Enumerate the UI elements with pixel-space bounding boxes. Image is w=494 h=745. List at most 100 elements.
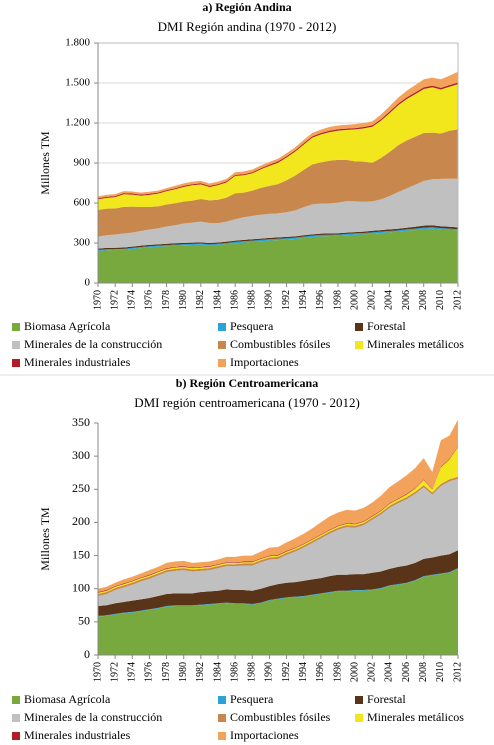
- x-tick-label: 1996: [315, 290, 326, 310]
- y-tick-label: 350: [72, 415, 90, 429]
- x-tick-label: 1982: [195, 662, 206, 682]
- y-tick-label: 0: [84, 647, 90, 661]
- y-tick-label: 0: [85, 277, 91, 289]
- legend-label: Importaciones: [230, 355, 299, 369]
- x-tick-label: 2000: [349, 290, 360, 310]
- x-tick-label: 1980: [178, 662, 189, 682]
- x-tick-label: 2002: [367, 290, 378, 310]
- legend-swatch: [218, 359, 226, 367]
- legend-label: Biomasa Agrícola: [24, 319, 111, 333]
- area: [98, 225, 458, 250]
- legend-label: Pesquera: [230, 692, 274, 706]
- y-tick-label: 200: [72, 514, 90, 528]
- y-tick-label: 900: [74, 157, 91, 169]
- area: [98, 84, 458, 210]
- x-tick-label: 2010: [435, 290, 446, 310]
- x-tick-label: 1970: [92, 662, 103, 682]
- legend-swatch: [12, 696, 20, 704]
- chart-title: DMI Región andina (1970 - 2012): [158, 19, 337, 34]
- x-tick-label: 1986: [229, 290, 240, 310]
- y-tick-label: 250: [72, 481, 90, 495]
- x-tick-label: 1992: [281, 290, 292, 310]
- area: [98, 568, 458, 655]
- x-tick-label: 1994: [298, 290, 309, 310]
- x-tick-label: 1988: [247, 662, 258, 682]
- legend-swatch: [355, 696, 363, 704]
- x-tick-label: 2004: [384, 662, 395, 682]
- x-tick-label: 2008: [418, 662, 429, 682]
- x-tick-label: 2004: [384, 290, 395, 310]
- legend-swatch: [218, 714, 226, 722]
- legend-label: Minerales de la construcción: [24, 337, 162, 351]
- legend-label: Biomasa Agrícola: [24, 692, 111, 706]
- y-tick-label: 300: [72, 448, 90, 462]
- y-axis-label: Millones TM: [38, 507, 52, 571]
- legend-swatch: [218, 323, 226, 331]
- x-tick-label: 1974: [127, 290, 138, 310]
- legend-label: Minerales industriales: [24, 355, 131, 369]
- legend-swatch: [355, 341, 363, 349]
- x-tick-label: 1990: [264, 290, 275, 310]
- legend-swatch: [218, 732, 226, 740]
- legend-swatch: [12, 359, 20, 367]
- x-tick-label: 1980: [178, 290, 189, 310]
- panel-caption: b) Región Centroamericana: [176, 376, 318, 390]
- y-tick-label: 300: [74, 237, 91, 249]
- panel-caption: a) Región Andina: [202, 0, 291, 14]
- y-tick-label: 150: [72, 547, 90, 561]
- legend-swatch: [355, 323, 363, 331]
- x-tick-label: 2012: [452, 290, 463, 310]
- legend-swatch: [218, 696, 226, 704]
- legend-label: Minerales metálicos: [367, 710, 464, 724]
- x-tick-label: 1998: [332, 662, 343, 682]
- x-tick-label: 2002: [367, 662, 378, 682]
- x-tick-label: 1972: [109, 662, 120, 682]
- legend-label: Combustibles fósiles: [230, 710, 331, 724]
- y-tick-label: 50: [78, 614, 90, 628]
- x-tick-label: 2012: [452, 662, 463, 682]
- legend-label: Combustibles fósiles: [230, 337, 331, 351]
- y-tick-label: 1.500: [65, 77, 90, 89]
- legend-label: Minerales de la construcción: [24, 710, 162, 724]
- area: [98, 476, 458, 597]
- x-tick-label: 1988: [247, 290, 258, 310]
- x-tick-label: 1976: [144, 662, 155, 682]
- x-tick-label: 1996: [315, 662, 326, 682]
- legend-label: Importaciones: [230, 728, 299, 742]
- y-tick-label: 1.200: [65, 117, 90, 129]
- x-tick-label: 2010: [435, 662, 446, 682]
- area: [98, 550, 458, 616]
- x-tick-label: 1982: [195, 290, 206, 310]
- legend-label: Forestal: [367, 692, 406, 706]
- legend-swatch: [12, 341, 20, 349]
- legend-swatch: [218, 341, 226, 349]
- x-tick-label: 1990: [264, 662, 275, 682]
- area: [98, 419, 458, 593]
- legend-label: Forestal: [367, 319, 406, 333]
- x-tick-label: 1974: [127, 662, 138, 682]
- area: [98, 129, 458, 237]
- legend-swatch: [355, 714, 363, 722]
- area: [98, 228, 458, 283]
- area: [98, 71, 458, 199]
- legend-label: Minerales metálicos: [367, 337, 464, 351]
- y-tick-label: 600: [74, 197, 91, 209]
- x-tick-label: 1984: [212, 290, 223, 310]
- legend-label: Pesquera: [230, 319, 274, 333]
- legend-swatch: [12, 732, 20, 740]
- x-tick-label: 1976: [144, 290, 155, 310]
- area: [98, 478, 458, 606]
- area: [98, 568, 458, 617]
- x-tick-label: 1978: [161, 290, 172, 310]
- x-tick-label: 1978: [161, 662, 172, 682]
- y-axis-label: Millones TM: [38, 131, 52, 195]
- x-tick-label: 2008: [418, 290, 429, 310]
- x-tick-label: 1998: [332, 290, 343, 310]
- legend-label: Minerales industriales: [24, 728, 131, 742]
- area: [98, 227, 458, 251]
- x-tick-label: 1984: [212, 662, 223, 682]
- x-tick-label: 2006: [401, 662, 412, 682]
- x-tick-label: 2000: [349, 662, 360, 682]
- x-tick-label: 1994: [298, 662, 309, 682]
